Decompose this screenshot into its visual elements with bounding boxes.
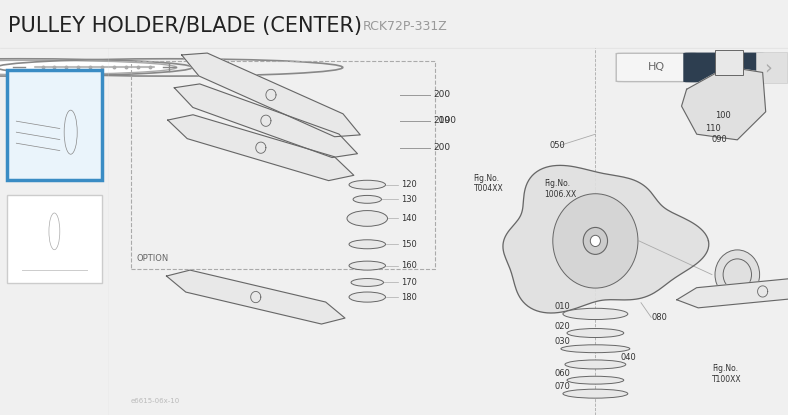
Text: 120: 120 [401,180,417,189]
Text: HQ: HQ [648,62,665,73]
Bar [6,195,102,283]
Text: e6615-06x-10: e6615-06x-10 [131,398,180,404]
Text: LQ: LQ [716,62,732,73]
FancyBboxPatch shape [684,53,764,82]
Circle shape [0,60,177,75]
Text: 160: 160 [401,261,417,270]
Text: 200: 200 [433,143,450,152]
Circle shape [583,227,608,254]
Polygon shape [168,115,354,181]
Polygon shape [503,166,708,313]
Text: Fig.No.
1006.XX: Fig.No. 1006.XX [545,179,577,198]
Text: 150: 150 [401,240,417,249]
Polygon shape [174,84,358,158]
Polygon shape [182,53,360,137]
Ellipse shape [349,240,385,249]
Polygon shape [677,275,788,308]
Text: 070: 070 [555,382,571,391]
Text: 040: 040 [621,353,637,362]
Bar [6,70,102,180]
Ellipse shape [567,329,624,337]
Text: RCK72P-331Z: RCK72P-331Z [363,20,448,33]
Text: 020: 020 [555,322,571,331]
Ellipse shape [563,308,628,320]
Text: PULLEY HOLDER/BLADE (CENTER): PULLEY HOLDER/BLADE (CENTER) [8,16,362,36]
Circle shape [590,235,600,247]
Text: ›: › [764,58,772,77]
Bar [715,50,743,75]
Text: 010: 010 [555,302,571,310]
Text: 190: 190 [433,116,456,125]
Text: 050: 050 [550,141,566,150]
Text: OPTION: OPTION [136,254,169,264]
Bar [131,61,435,269]
FancyBboxPatch shape [616,53,697,82]
Ellipse shape [347,210,388,226]
Text: 100: 100 [715,111,730,120]
Ellipse shape [349,261,385,270]
Bar [756,51,787,83]
Ellipse shape [353,195,381,203]
Ellipse shape [349,292,385,302]
Text: 180: 180 [401,293,417,302]
Text: Fig.No.
T100XX: Fig.No. T100XX [712,364,742,384]
Polygon shape [166,270,345,324]
Text: 200: 200 [433,90,450,100]
Text: 170: 170 [401,278,417,287]
Ellipse shape [567,376,624,384]
Ellipse shape [349,180,385,189]
Ellipse shape [351,278,384,286]
Polygon shape [682,67,766,140]
Text: 030: 030 [555,337,571,347]
Circle shape [553,194,638,288]
Text: 140: 140 [401,214,417,223]
Circle shape [715,250,760,299]
Text: 130: 130 [401,195,417,204]
Text: 060: 060 [555,369,571,378]
Text: 080: 080 [651,313,667,322]
Ellipse shape [561,345,630,353]
Text: 200: 200 [433,116,450,125]
Ellipse shape [563,389,628,398]
Text: 090: 090 [712,135,727,144]
Ellipse shape [565,360,626,369]
Text: Fig.No.
T004XX: Fig.No. T004XX [474,173,504,193]
Text: 110: 110 [705,124,720,133]
